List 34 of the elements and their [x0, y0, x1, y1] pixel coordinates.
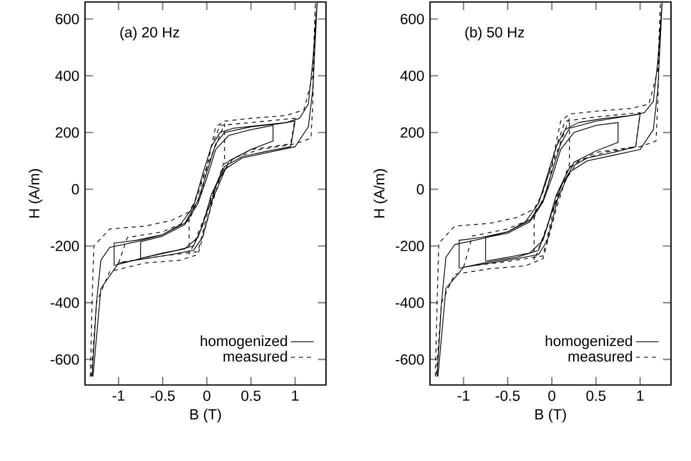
x-tick-label: 1: [637, 390, 644, 401]
x-axis-title: B (T): [535, 408, 566, 422]
legend-label: homogenized: [200, 335, 287, 350]
y-tick-label: -400: [50, 298, 79, 308]
y-tick-label: 400: [400, 70, 424, 81]
x-tick-label: 0.5: [586, 390, 606, 401]
x-tick-label: 1: [292, 390, 298, 401]
annotation: (a) 20 Hz: [120, 26, 180, 40]
y-axis-title: H (A/m): [28, 169, 42, 218]
x-axis-title: B (T): [190, 408, 221, 422]
legend-label: measured: [224, 350, 287, 362]
y-tick-label: -200: [50, 240, 79, 252]
y-axis-title: H (A/m): [374, 169, 388, 218]
legend-label: measured: [568, 350, 632, 362]
x-tick-label: -0.5: [496, 390, 520, 401]
y-tick-label: 600: [400, 14, 424, 24]
y-tick-label: 0: [72, 184, 79, 194]
y-tick-label: -200: [396, 240, 424, 252]
y-tick-label: -400: [396, 298, 424, 308]
y-tick-label: 400: [55, 70, 79, 81]
y-tick-label: 200: [400, 127, 424, 138]
x-tick-label: -1: [458, 390, 470, 401]
x-tick-label: -1: [112, 390, 124, 401]
x-tick-label: 0: [548, 390, 556, 401]
y-tick-label: -600: [396, 354, 424, 365]
annotation: (b) 50 Hz: [465, 26, 524, 40]
x-tick-label: 0.5: [241, 390, 261, 401]
y-tick-label: 600: [56, 14, 79, 24]
x-tick-label: -0.5: [150, 390, 175, 401]
y-tick-label: -600: [50, 354, 79, 365]
y-tick-label: 0: [416, 184, 424, 194]
x-tick-label: 0: [203, 390, 210, 401]
legend-label: homogenized: [546, 335, 632, 350]
y-tick-label: 200: [56, 127, 79, 138]
